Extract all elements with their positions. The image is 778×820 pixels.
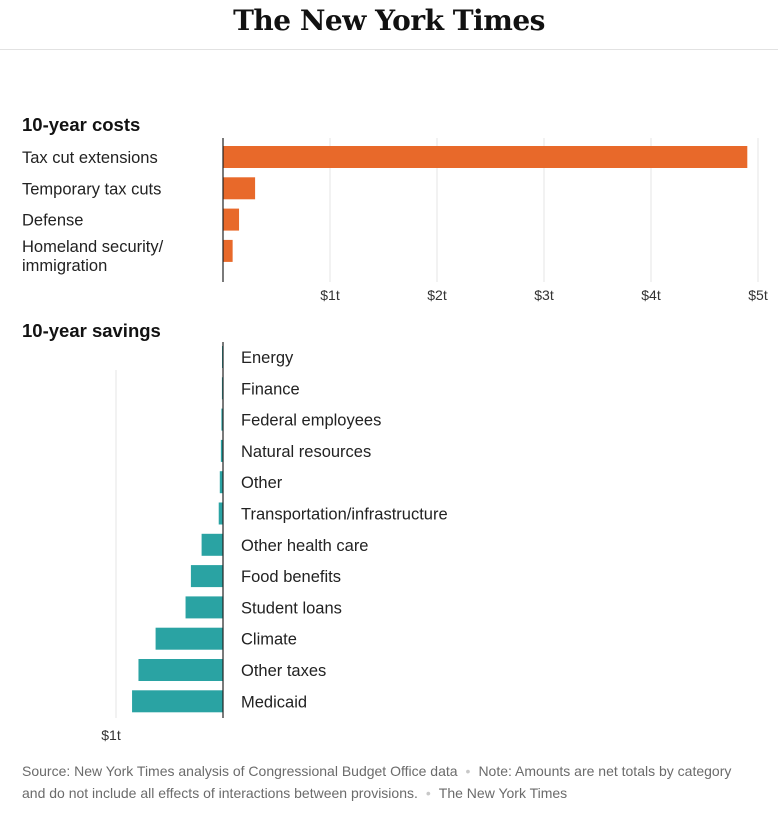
savings-bar-federal-employees [221, 408, 223, 431]
savings-label-food-benefits: Food benefits [241, 568, 341, 586]
separator-2: • [425, 785, 431, 801]
savings-bar-student-loans [185, 596, 223, 619]
masthead: The New York Times [0, 0, 778, 50]
costs-label-defense: Defense [22, 212, 83, 230]
savings-label-transportation-infrastructure: Transportation/infrastructure [241, 506, 448, 524]
savings-bar-other-health-care [201, 533, 223, 556]
costs-bar-tax-cut-extensions [223, 146, 748, 168]
savings-bar-other [219, 471, 223, 494]
costs-label-tax-cut-extensions: Tax cut extensions [22, 149, 158, 167]
savings-label-medicaid: Medicaid [241, 693, 307, 711]
source-text: Source: New York Times analysis of Congr… [22, 763, 458, 779]
savings-label-student-loans: Student loans [241, 599, 342, 617]
credit-text: The New York Times [438, 785, 568, 801]
costs-label-homeland-security-immigration: Homeland security/immigration [22, 238, 164, 275]
source-note: Source: New York Times analysis of Congr… [22, 760, 757, 804]
savings-bar-climate [155, 627, 223, 650]
savings-label-other-taxes: Other taxes [241, 662, 326, 680]
savings-label-energy: Energy [241, 349, 294, 367]
savings-chart-title: 10-year savings [22, 320, 161, 341]
costs-tick-label: $2t [427, 287, 447, 303]
savings-tick-label: $1t [101, 727, 121, 743]
separator-1: • [465, 763, 471, 779]
note-text: Note: Amounts are net totals by category… [22, 763, 732, 801]
costs-chart: 10-year costs Tax cut extensions Temporar… [22, 114, 768, 303]
savings-chart: 10-year savings Energy Finance Federal emp… [22, 320, 448, 743]
costs-chart-title: 10-year costs [22, 114, 140, 135]
savings-label-other: Other [241, 474, 283, 492]
savings-bar-food-benefits [190, 565, 223, 588]
costs-tick-label: $5t [748, 287, 768, 303]
savings-label-natural-resources: Natural resources [241, 443, 371, 461]
savings-label-other-health-care: Other health care [241, 537, 369, 555]
savings-bar-other-taxes [138, 659, 223, 681]
savings-bar-medicaid [132, 690, 223, 713]
savings-bar-natural-resources [220, 439, 223, 462]
costs-bar-defense [223, 208, 240, 231]
costs-bar-homeland-security-immigration [223, 239, 233, 262]
savings-label-finance: Finance [241, 380, 300, 398]
savings-bar-transportation-infrastructure [218, 502, 223, 525]
costs-tick-label: $4t [641, 287, 661, 303]
costs-tick-label: $1t [320, 287, 340, 303]
chart-area: 10-year costs Tax cut extensions Temporar… [22, 114, 768, 743]
nyt-logo[interactable]: The New York Times [233, 4, 545, 37]
costs-label-temporary-tax-cuts: Temporary tax cuts [22, 180, 161, 198]
costs-bar-temporary-tax-cuts [223, 177, 256, 200]
costs-tick-label: $3t [534, 287, 554, 303]
savings-label-federal-employees: Federal employees [241, 412, 381, 430]
savings-label-climate: Climate [241, 631, 297, 649]
